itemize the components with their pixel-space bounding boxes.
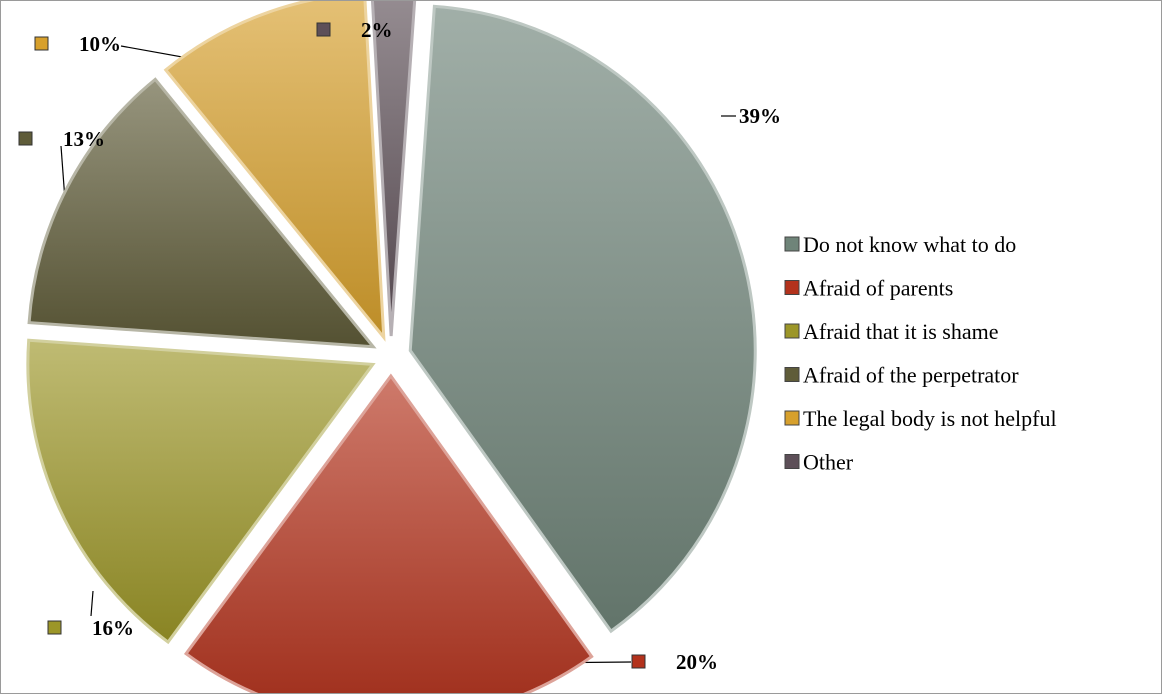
legend-label-4: Afraid of the perpetrator (803, 363, 1019, 388)
pie-slice-6 (370, 1, 417, 337)
data-label-marker-4 (18, 131, 33, 146)
data-label-4: 13% (63, 127, 105, 151)
data-label-marker-6 (316, 22, 331, 37)
pie-slice-4 (27, 77, 377, 349)
pie-slice-1 (408, 4, 757, 634)
data-label-marker-3 (47, 620, 62, 635)
legend-swatch-1 (784, 236, 800, 252)
legend-label-1: Do not know what to do (803, 232, 1016, 257)
leader-line-3 (90, 590, 94, 617)
data-label-3: 16% (92, 616, 134, 640)
legend-swatch-5 (784, 410, 800, 426)
legend: Do not know what to do Afraid of parents A… (784, 232, 1057, 475)
legend-label-5: The legal body is not helpful (803, 406, 1057, 431)
legend-swatch-2 (784, 280, 800, 295)
legend-label-2: Afraid of parents (803, 276, 953, 301)
pie-slices (26, 1, 757, 693)
data-label-marker-5 (34, 36, 49, 51)
data-labels: 39% 20% 16% 13% 10% 2% (18, 18, 781, 674)
legend-label-3: Afraid that it is shame (803, 319, 999, 344)
legend-swatch-3 (784, 323, 800, 339)
pie-slice-5 (163, 1, 386, 342)
data-label-2: 20% (676, 650, 718, 674)
legend-label-6: Other (803, 450, 854, 475)
data-label-5: 10% (79, 32, 121, 56)
data-label-marker-2 (631, 654, 646, 669)
legend-swatch-6 (784, 454, 800, 469)
legend-swatch-4 (784, 367, 800, 382)
pie-slice-2 (183, 373, 594, 693)
data-label-1: 39% (739, 104, 781, 128)
data-label-6: 2% (361, 18, 393, 42)
pie-slice-3 (26, 338, 376, 645)
